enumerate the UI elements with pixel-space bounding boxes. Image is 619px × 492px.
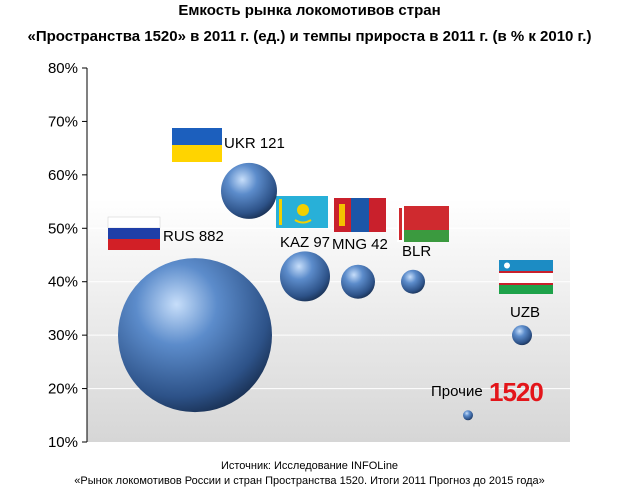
- bubble-belarus: [401, 269, 425, 294]
- y-tick-label: 30%: [48, 327, 78, 344]
- y-tick-label: 20%: [48, 381, 78, 398]
- bubble-label: Прочие: [431, 383, 483, 400]
- logo-1520: 1520: [489, 377, 544, 407]
- russia-flag-icon: [107, 216, 161, 250]
- y-tick-label: 50%: [48, 220, 78, 237]
- bubble-label: RUS 882: [163, 228, 224, 245]
- mongolia-flag-icon: [334, 198, 386, 232]
- bubble-label: KAZ 97: [280, 234, 330, 251]
- y-axis: 10% 20% 30% 40% 50% 60% 70% 80%: [48, 60, 88, 451]
- bubble-russia: [118, 258, 272, 413]
- bubble-ukraine: [221, 162, 277, 219]
- bubble-label: MNG 42: [332, 236, 388, 253]
- chart-title-line-2: «Пространства 1520» в 2011 г. (ед.) и те…: [27, 28, 592, 45]
- bubble-kazakhstan: [280, 251, 330, 302]
- uzbekistan-flag-icon: [499, 260, 553, 294]
- flags: [107, 128, 553, 294]
- bubble-label: UKR 121: [224, 135, 285, 152]
- source-line-2: «Рынок локомотивов России и стран Простр…: [74, 475, 545, 487]
- source-line-1: Источник: Исследование INFOLine: [220, 460, 399, 472]
- bubble-uzbekistan: [512, 325, 532, 346]
- bubble-mongolia: [341, 264, 375, 299]
- bubble-label: UZB: [510, 304, 540, 321]
- kazakhstan-flag-icon: [276, 196, 328, 228]
- bubble-label: BLR: [402, 243, 431, 260]
- y-tick-label: 70%: [48, 113, 78, 130]
- bubble-other: [463, 410, 473, 421]
- y-tick-label: 10%: [48, 434, 78, 451]
- y-tick-label: 40%: [48, 274, 78, 291]
- y-tick-label: 60%: [48, 167, 78, 184]
- point-labels: RUS 882 UKR 121 KAZ 97 MNG 42 BLR UZB Прочие: [163, 135, 540, 400]
- bubbles: [118, 162, 532, 421]
- y-tick-label: 80%: [48, 60, 78, 77]
- chart-title-line-1: Емкость рынка локомотивов стран: [178, 2, 441, 19]
- svg-text:1520: 1520: [489, 377, 543, 407]
- belarus-flag-icon: [397, 206, 449, 242]
- ukraine-flag-icon: [172, 128, 222, 162]
